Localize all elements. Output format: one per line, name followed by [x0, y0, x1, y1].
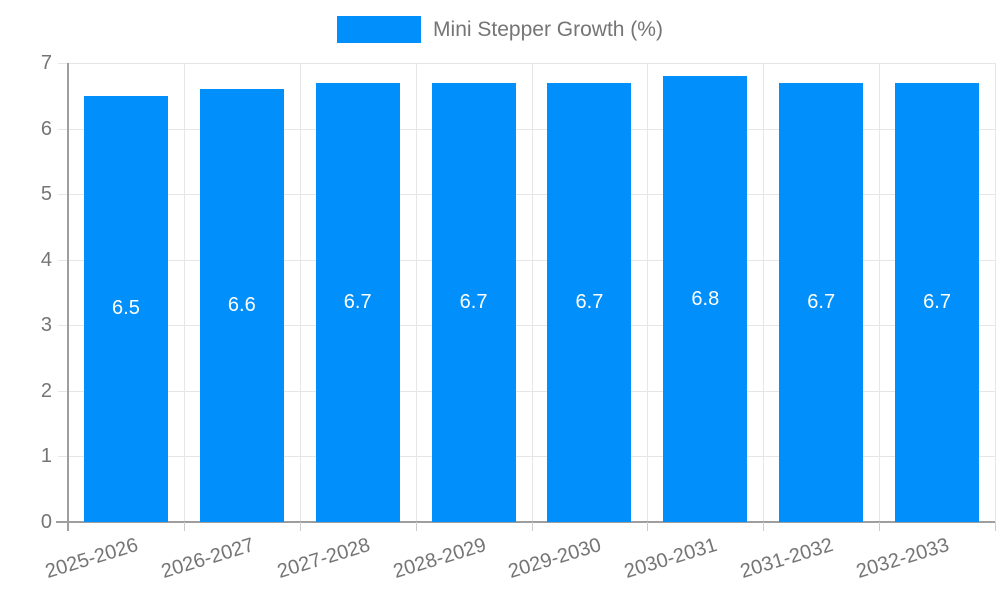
v-gridline [299, 63, 301, 522]
bar-value-label: 6.7 [807, 290, 836, 313]
y-tick-label: 4 [40, 248, 52, 271]
bar-value-label: 6.7 [575, 290, 604, 313]
v-gridline [647, 63, 649, 522]
legend-label: Mini Stepper Growth (%) [433, 18, 663, 41]
h-gridline [58, 128, 995, 130]
v-gridline [415, 63, 417, 522]
h-gridline [58, 194, 995, 196]
bar-value-label: 6.5 [112, 297, 140, 320]
bar-2028-2029[interactable]: 6.7 [431, 82, 516, 522]
x-tick-mark [647, 522, 649, 531]
x-axis-line [56, 521, 995, 523]
x-tick-mark [531, 522, 533, 531]
bar-2032-2033[interactable]: 6.7 [895, 82, 980, 522]
bar-value-label: 6.7 [343, 290, 372, 313]
h-gridline [58, 63, 995, 64]
x-tick-mark [183, 522, 185, 531]
y-tick-label: 3 [40, 314, 52, 337]
v-gridline [763, 63, 765, 522]
legend[interactable]: Mini Stepper Growth (%) [0, 16, 1000, 43]
y-tick-label: 7 [40, 52, 52, 74]
legend-swatch [337, 16, 422, 43]
bar-2025-2026[interactable]: 6.5 [83, 95, 168, 522]
bar-2030-2031[interactable]: 6.8 [663, 76, 748, 522]
bar-value-label: 6.7 [923, 290, 951, 313]
bar-value-label: 6.8 [691, 287, 720, 310]
x-tick-mark [299, 522, 301, 531]
y-tick-label: 1 [40, 445, 52, 468]
x-tick-mark [763, 522, 765, 531]
h-gridline [58, 456, 995, 458]
x-tick-mark [995, 522, 996, 531]
y-tick-label: 0 [40, 511, 52, 533]
v-gridline [995, 63, 996, 522]
bar-2031-2032[interactable]: 6.7 [779, 82, 864, 522]
bar-2027-2028[interactable]: 6.7 [315, 82, 400, 522]
bar-value-label: 6.7 [459, 290, 488, 313]
v-gridline [183, 63, 185, 522]
bar-2029-2030[interactable]: 6.7 [547, 82, 632, 522]
x-tick-mark [879, 522, 881, 531]
y-tick-label: 2 [40, 379, 52, 402]
bar-2026-2027[interactable]: 6.6 [199, 89, 284, 522]
y-tick-label: 5 [40, 183, 52, 206]
y-tick-label: 6 [40, 117, 52, 140]
v-gridline [879, 63, 881, 522]
bar-value-label: 6.6 [227, 294, 256, 317]
v-gridline [531, 63, 533, 522]
x-tick-mark [415, 522, 417, 531]
y-axis-line [67, 63, 69, 531]
h-gridline [58, 259, 995, 261]
h-gridline [58, 325, 995, 327]
h-gridline [58, 390, 995, 392]
